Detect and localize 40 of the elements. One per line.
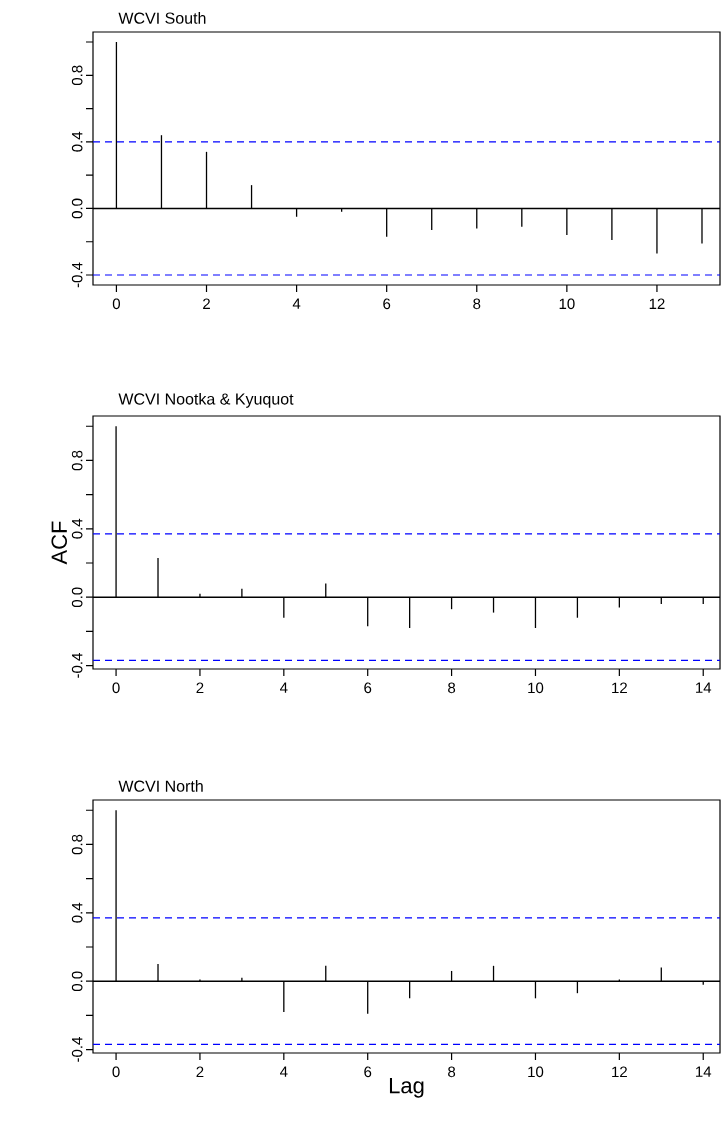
x-tick-label: 4 [280,682,288,693]
y-tick-label: 0.4 [71,131,83,152]
x-tick-label: 14 [696,1066,712,1077]
x-tick-label: 10 [528,1066,544,1078]
x-tick-label: 2 [196,1066,204,1078]
x-tick-label: 2 [196,682,204,693]
x-tick-label: 12 [649,298,665,309]
y-tick-label: 0.0 [71,971,83,992]
x-tick-label: 4 [292,298,301,309]
y-tick-label: 0.4 [71,902,83,923]
x-tick-label: 0 [112,682,120,694]
x-tick-label: 6 [364,682,372,694]
x-tick-label: 10 [559,298,575,310]
y-tick-label: 0.4 [71,518,83,539]
x-tick-label: 4 [280,1066,288,1077]
x-tick-label: 0 [112,1066,120,1078]
x-tick-label: 2 [203,298,210,309]
y-tick-label: 0.0 [71,198,83,219]
chart-title: WCVI Nootka & Kyuquot [118,392,294,408]
y-tick-label: -0.4 [71,653,83,678]
x-tick-label: 14 [696,682,712,693]
y-axis-title: ACF [51,521,68,565]
y-tick-label: 0.8 [71,834,83,855]
x-tick-label: 12 [612,682,627,693]
x-tick-label: 6 [383,298,391,310]
y-tick-label: 0.0 [71,587,83,608]
x-tick-label: 0 [112,298,120,310]
x-tick-label: 12 [612,1066,627,1078]
y-tick-label: -0.4 [71,1037,83,1062]
chart-title: WCVI North [118,780,203,792]
x-tick-label: 10 [528,682,544,694]
x-axis-title: Lag [389,1077,424,1098]
x-tick-label: 8 [448,1066,456,1078]
chart-title: WCVI South [118,12,206,24]
x-tick-label: 8 [448,682,456,694]
y-tick-label: 0.8 [71,450,83,471]
y-tick-label: 0.8 [71,65,83,86]
x-tick-label: 8 [473,298,481,310]
x-tick-label: 6 [364,1066,372,1078]
y-tick-label: -0.4 [71,262,83,288]
